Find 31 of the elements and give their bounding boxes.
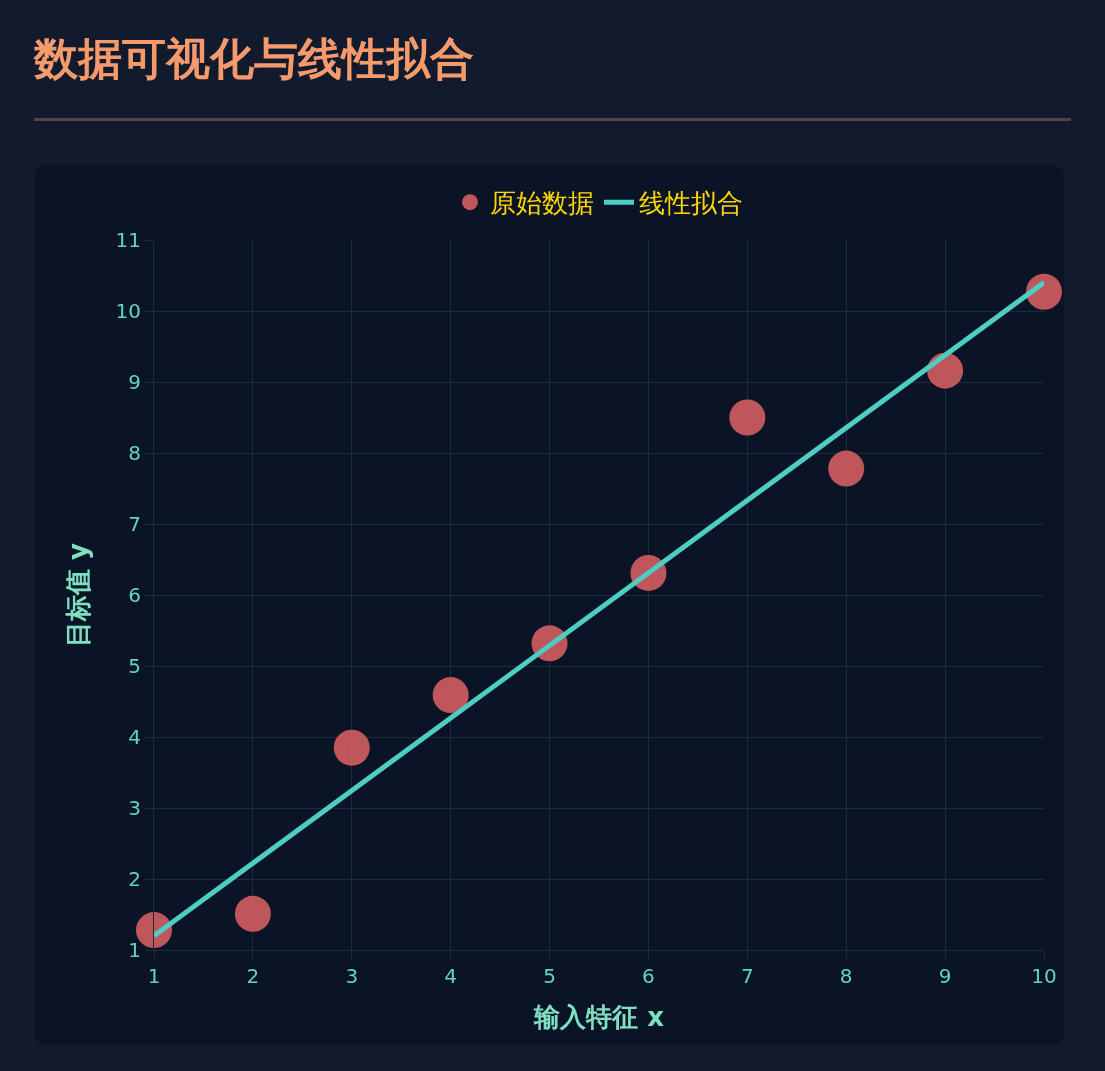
x-tick-label: 1 (147, 964, 161, 988)
y-tick-label: 10 (115, 299, 141, 323)
x-tick-label: 2 (246, 964, 260, 988)
y-tick-label: 7 (128, 512, 141, 536)
y-tick-label: 3 (128, 796, 141, 820)
y-tick-label: 1 (128, 938, 141, 962)
chart-title: 数据可视化与线性拟合 (34, 32, 474, 86)
point (333, 729, 370, 766)
y-tick-label: 9 (128, 370, 141, 394)
y-tick-label: 2 (128, 867, 141, 891)
point (729, 399, 766, 436)
y-axis-title: 目标值 y (62, 542, 93, 647)
point (828, 450, 865, 487)
legend-label: 原始数据 (490, 188, 594, 219)
x-tick-label: 6 (642, 964, 655, 988)
y-tick-label: 11 (115, 228, 141, 252)
y-tick-label: 4 (128, 725, 141, 749)
point (432, 677, 469, 714)
x-tick-label: 5 (543, 964, 556, 988)
x-tick-label: 7 (740, 964, 754, 988)
x-tick-label: 9 (938, 964, 952, 988)
x-tick-label: 8 (839, 964, 853, 988)
point (234, 895, 271, 932)
x-tick-label: 3 (345, 964, 359, 988)
x-tick-label: 4 (444, 964, 458, 988)
x-axis-title: 输入特征 x (533, 1001, 665, 1032)
y-tick-label: 8 (128, 441, 141, 465)
y-tick-label: 5 (128, 654, 141, 678)
y-tick-label: 6 (128, 583, 141, 607)
legend-label: 线性拟合 (639, 188, 743, 219)
x-tick-label: 10 (1031, 964, 1057, 988)
